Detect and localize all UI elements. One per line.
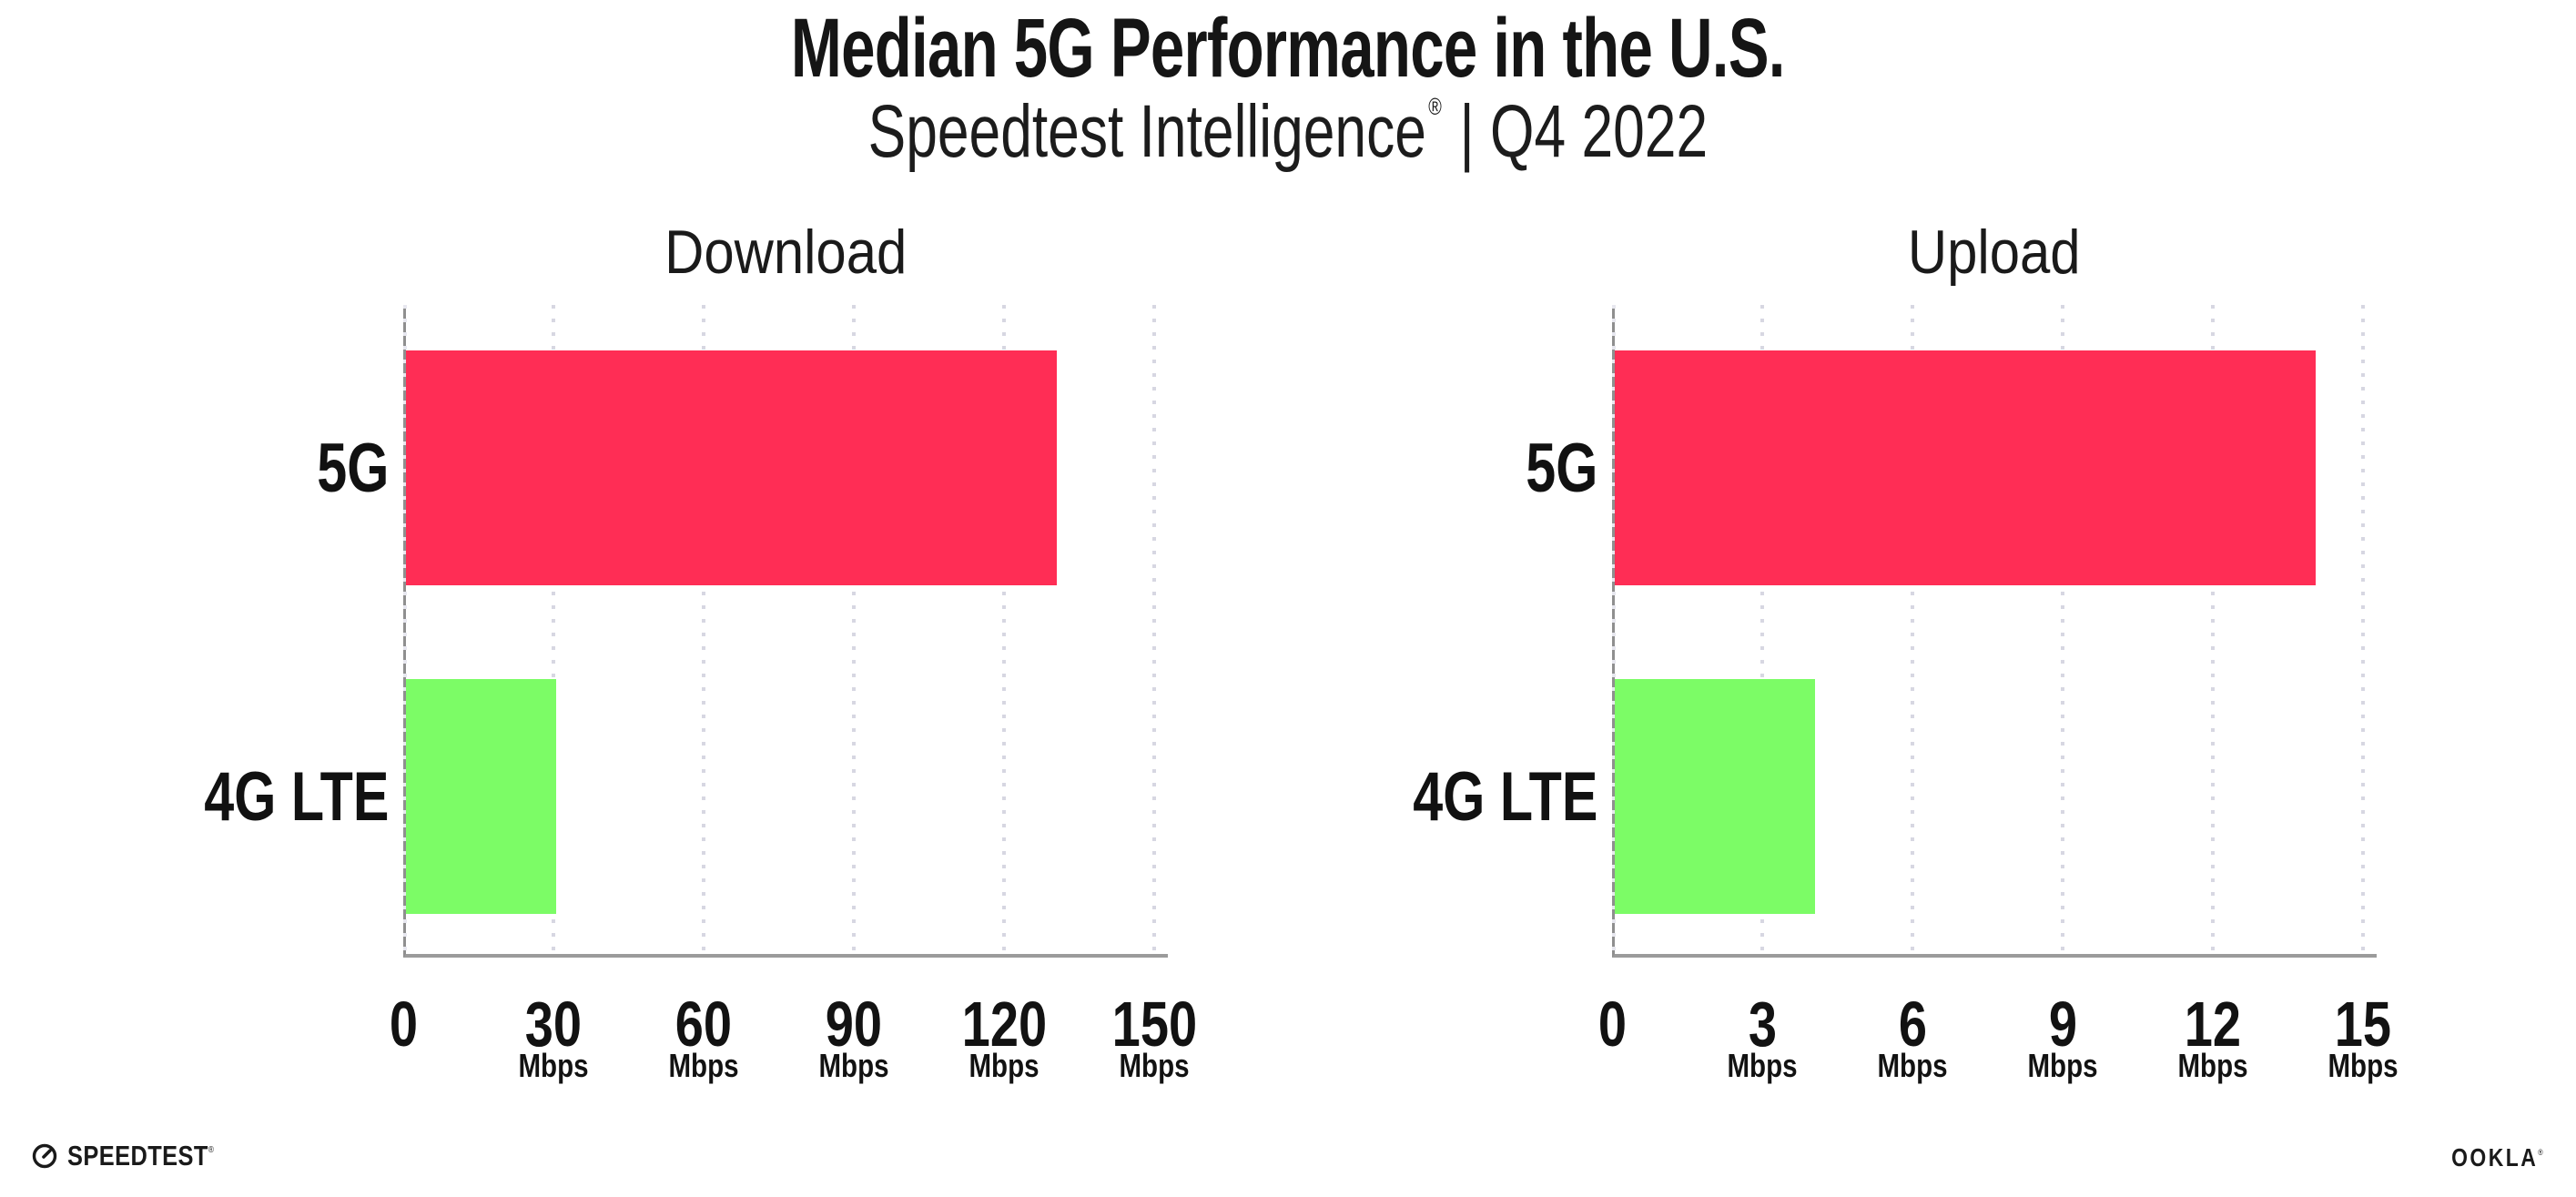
tick-unit-download-120: Mbps [904, 1047, 1104, 1085]
gridline-download-30 [552, 305, 555, 954]
tick-unit-upload-9: Mbps [1962, 1047, 2163, 1085]
bar-upload-4g-lte [1615, 679, 1815, 914]
tick-label-download-120: 120 [904, 988, 1104, 1060]
tick-label-download-60: 60 [603, 988, 804, 1060]
tick-label-download-0: 0 [303, 988, 503, 1060]
bar-upload-5g [1615, 350, 2316, 585]
speedtest-logo: SPEEDTEST® [31, 1140, 247, 1172]
tick-unit-upload-3: Mbps [1662, 1047, 1862, 1085]
page-subtitle: Speedtest Intelligence® | Q4 2022 [0, 89, 2576, 175]
category-label-text-upload-5g: 5G [1525, 429, 1597, 507]
category-label-upload-5g: 5G [1270, 350, 1597, 585]
tick-label-text-upload-3: 3 [1748, 989, 1777, 1060]
tick-unit-upload-15: Mbps [2263, 1047, 2463, 1085]
category-label-download-5g: 5G [61, 350, 389, 585]
tick-label-download-150: 150 [1054, 988, 1254, 1060]
tick-unit-download-60: Mbps [603, 1047, 804, 1085]
tick-label-text-download-0: 0 [389, 989, 418, 1060]
tick-label-text-download-30: 30 [524, 989, 583, 1060]
tick-unit-upload-6: Mbps [1812, 1047, 2013, 1085]
tick-label-text-download-120: 120 [961, 989, 1047, 1060]
tick-unit-text-upload-9: Mbps [2027, 1047, 2098, 1084]
chart-title-upload: Upload [1612, 217, 2377, 288]
subtitle-period: | Q4 2022 [1459, 90, 1709, 173]
download-plot-area [403, 305, 1168, 958]
ookla-registered-mark: ® [2538, 1148, 2543, 1157]
ookla-logo: OOKLA® [2431, 1143, 2543, 1172]
tick-label-text-upload-12: 12 [2184, 989, 2242, 1060]
tick-label-download-30: 30 [453, 988, 654, 1060]
gridline-upload-12 [2211, 305, 2215, 954]
chart-title-download: Download [403, 217, 1168, 288]
tick-unit-text-upload-6: Mbps [1877, 1047, 1948, 1084]
bar-download-4g-lte [406, 679, 556, 914]
chart-title-text-download: Download [664, 218, 908, 287]
gridline-download-120 [1002, 305, 1006, 954]
tick-label-text-download-60: 60 [674, 989, 733, 1060]
bar-download-5g [406, 350, 1057, 585]
tick-label-text-upload-0: 0 [1597, 989, 1627, 1060]
tick-label-upload-15: 15 [2263, 988, 2463, 1060]
tick-unit-text-download-60: Mbps [668, 1047, 739, 1084]
tick-unit-text-download-150: Mbps [1119, 1047, 1190, 1084]
registered-mark: ® [1428, 93, 1442, 120]
tick-unit-download-150: Mbps [1054, 1047, 1254, 1085]
tick-label-upload-9: 9 [1962, 988, 2163, 1060]
tick-unit-text-upload-15: Mbps [2328, 1047, 2399, 1084]
tick-label-text-upload-15: 15 [2334, 989, 2392, 1060]
tick-label-upload-3: 3 [1662, 988, 1862, 1060]
tick-label-upload-6: 6 [1812, 988, 2013, 1060]
speedtest-registered-mark: ® [208, 1145, 215, 1155]
gridline-upload-3 [1760, 305, 1764, 954]
tick-label-download-90: 90 [754, 988, 954, 1060]
gridline-upload-15 [2361, 305, 2365, 954]
gridline-download-0 [403, 305, 407, 954]
tick-unit-text-download-30: Mbps [518, 1047, 589, 1084]
category-label-download-4g-lte: 4G LTE [61, 679, 389, 914]
tick-unit-text-download-90: Mbps [818, 1047, 889, 1084]
category-label-upload-4g-lte: 4G LTE [1270, 679, 1597, 914]
tick-unit-download-90: Mbps [754, 1047, 954, 1085]
gridline-download-90 [852, 305, 856, 954]
gridline-upload-0 [1612, 305, 1616, 954]
tick-label-text-upload-6: 6 [1898, 989, 1927, 1060]
category-label-text-upload-4g-lte: 4G LTE [1412, 757, 1597, 836]
speedtest-wordmark: SPEEDTEST [67, 1140, 208, 1172]
tick-unit-download-30: Mbps [453, 1047, 654, 1085]
tick-label-upload-0: 0 [1512, 988, 1712, 1060]
subtitle-brand: Speedtest Intelligence [867, 90, 1427, 173]
page-title: Median 5G Performance in the U.S. [791, 2, 1786, 95]
gridline-upload-6 [1911, 305, 1914, 954]
category-label-text-download-5g: 5G [316, 429, 389, 507]
tick-unit-text-upload-12: Mbps [2177, 1047, 2248, 1084]
tick-unit-text-download-120: Mbps [969, 1047, 1040, 1084]
tick-label-text-download-150: 150 [1111, 989, 1197, 1060]
gridline-download-150 [1152, 305, 1156, 954]
tick-unit-text-upload-3: Mbps [1727, 1047, 1798, 1084]
category-label-text-download-4g-lte: 4G LTE [203, 757, 389, 836]
chart-title-text-upload: Upload [1908, 218, 2081, 287]
tick-label-text-download-90: 90 [825, 989, 883, 1060]
gridline-upload-9 [2061, 305, 2064, 954]
tick-label-upload-12: 12 [2113, 988, 2313, 1060]
ookla-wordmark: OOKLA [2451, 1143, 2539, 1172]
gridline-download-60 [702, 305, 705, 954]
speedtest-gauge-icon [32, 1143, 57, 1169]
upload-plot-area [1612, 305, 2377, 958]
tick-unit-upload-12: Mbps [2113, 1047, 2313, 1085]
tick-label-text-upload-9: 9 [2048, 989, 2077, 1060]
